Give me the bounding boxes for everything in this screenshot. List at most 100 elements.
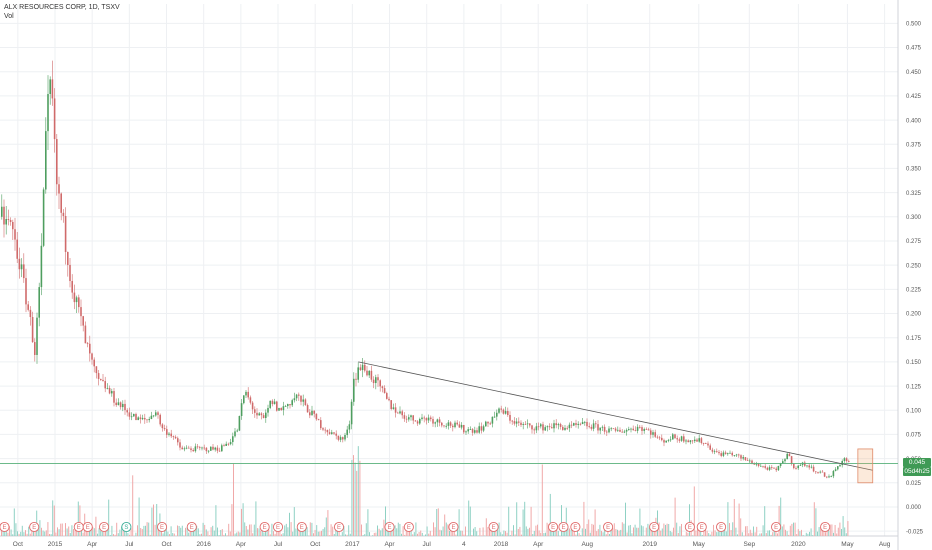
volume-bar [729,523,730,536]
volume-bar [473,528,474,536]
volume-bar [170,526,172,536]
volume-bar [426,526,428,536]
volume-bar [805,532,807,536]
candle-body [337,435,340,440]
volume-bar [767,530,769,536]
volume-bar [135,532,137,536]
volume-bar [724,525,726,536]
candle-body [535,426,538,431]
candle-body [430,417,432,420]
candle-body [553,423,555,429]
candle-body [753,463,755,465]
candle-body [144,417,146,420]
candle-body [287,404,289,407]
volume-bar [709,534,711,536]
volume-bar [692,535,694,536]
event-marker [488,521,499,533]
volume-bar [697,525,698,536]
candle-body [608,428,610,433]
volume-bar [404,534,406,536]
candle-body [432,419,434,424]
candle-body [306,405,309,413]
candle-body [496,412,498,417]
candle-body [447,422,450,426]
volume-bar [364,534,366,536]
y-tick-label: 0.425 [906,94,922,100]
candle-body [718,451,720,454]
volume-bar [282,533,284,536]
grid [0,4,898,536]
volume-bar [677,532,679,536]
candle-body [115,402,117,406]
volume-bar [570,529,572,536]
candle-body [251,402,254,410]
volume-bar [634,524,636,536]
candle-body [621,431,623,433]
volume-bar [479,527,481,536]
candle-body [643,429,645,431]
candle-body [212,446,214,450]
candle-body [280,408,282,411]
candle-body [27,304,29,310]
candle-body [674,434,676,439]
candle-body [632,428,634,431]
candle-body [240,403,243,416]
volume-bar [591,523,593,536]
volume-bar [601,530,602,536]
x-tick-label: Oct [13,541,23,548]
y-tick-label: 0.475 [906,46,922,52]
volume-bar [714,530,716,536]
candle-body [696,439,698,442]
volume-bar [463,534,465,536]
candle-body [258,413,260,416]
volume-bar [602,532,604,536]
volume-bar [647,523,649,536]
candle-body [799,464,802,466]
volume-bar [439,529,441,536]
candle-body [188,447,190,449]
volume-bar [361,524,362,536]
candle-body [782,461,784,464]
candle-body [390,400,392,409]
volume-bar [593,524,594,536]
candle-body [533,429,535,431]
candle-body [788,453,791,457]
volume-bar [73,529,74,536]
candle-body [245,391,247,396]
volume-bar [12,534,14,536]
candle-body [623,431,626,433]
event-marker-label: E [190,525,194,531]
volume-bar [669,531,671,536]
candle-body [342,437,344,440]
volume-bar [380,530,382,536]
x-tick-label: Aug [879,541,891,548]
candle-body [482,426,485,431]
candle-body [31,317,34,343]
volume-bar [130,528,132,536]
candle-body [313,410,315,414]
volume-bar [425,534,426,536]
volume-bar [519,526,521,536]
volume-bar [506,532,508,536]
volume-bar [583,501,585,536]
candle-body [630,428,632,430]
volume-bar [796,534,798,536]
candle-body [628,429,630,430]
volume-bar [759,533,761,536]
volume-bar [778,505,780,536]
volume-bar [812,535,814,536]
candle-body [289,404,291,406]
volume-bar [820,527,822,536]
event-marker [716,521,727,533]
candle-body [768,467,771,470]
candle-body [416,421,419,424]
volume-bar [497,530,498,536]
candle-body [302,399,304,402]
candle-body [199,447,201,449]
candle-body [762,465,764,467]
volume-bar [113,534,114,536]
volume-bar [836,533,838,536]
y-tick-label: 0.275 [906,239,922,245]
candle-body [29,309,32,318]
